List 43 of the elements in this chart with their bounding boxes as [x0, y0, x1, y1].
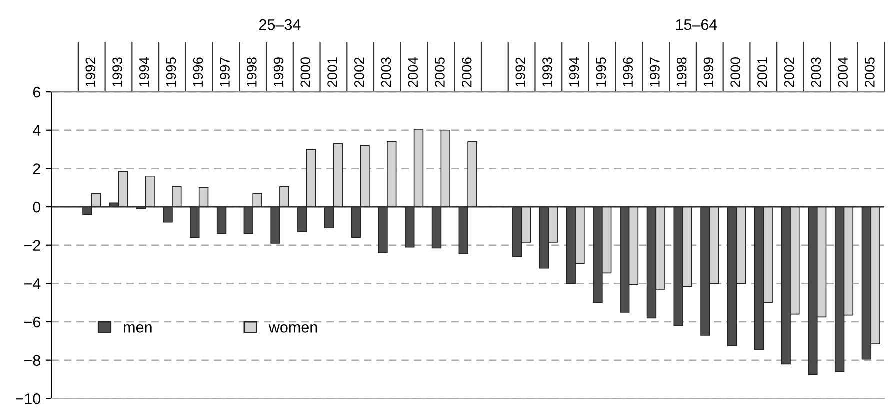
x-tick-label: 1999: [704, 58, 714, 87]
x-tick-label: 1993: [542, 58, 552, 87]
y-tick-label: 2: [33, 164, 40, 174]
y-tick-label: 6: [33, 86, 40, 98]
x-tick-label: 2003: [381, 58, 392, 88]
x-tick-label: 2002: [784, 58, 794, 88]
x-tick-label: 2004: [408, 57, 418, 88]
x-tick-label: 2001: [758, 58, 768, 88]
legend-label: men: [124, 324, 152, 333]
y-tick-label: −4: [24, 278, 41, 290]
x-tick-label: 1997: [650, 58, 660, 87]
x-tick-label: 1996: [193, 58, 204, 87]
y-tick-label: −8: [24, 355, 40, 366]
x-tick-label: 1995: [596, 58, 606, 87]
x-tick-label: 1994: [569, 57, 580, 87]
y-tick-label: 0: [33, 202, 41, 213]
text: 15–64: [676, 19, 718, 30]
x-tick-label: 2001: [328, 58, 338, 88]
x-tick-label: 1996: [623, 58, 634, 87]
text: 25–34: [259, 19, 301, 30]
x-tick-label: 2003: [811, 58, 822, 88]
x-tick-label: 1998: [676, 58, 687, 87]
x-tick-label: 2000: [300, 58, 311, 88]
y-tick-label: 4: [33, 125, 41, 136]
x-tick-label: 2004: [838, 57, 848, 88]
bar: [216, 206, 227, 234]
x-tick-label: 1999: [274, 58, 284, 87]
y-tick-label: −2: [24, 240, 40, 251]
x-tick-label: 1993: [112, 58, 122, 87]
x-tick-label: 2002: [354, 58, 364, 88]
x-tick-label: 1992: [516, 58, 526, 87]
x-tick-label: 2006: [462, 58, 472, 88]
x-tick-label: 1998: [246, 58, 257, 87]
x-tick-label: 2000: [730, 58, 740, 88]
x-tick-label: 1997: [220, 58, 230, 87]
legend-label: women: [268, 324, 318, 333]
x-tick-label: 2005: [435, 58, 445, 88]
y-tick-label: −10: [16, 394, 41, 404]
x-tick-label: 1992: [86, 58, 96, 87]
x-tick-label: 2005: [865, 58, 875, 88]
x-tick-label: 1995: [166, 58, 176, 87]
x-tick-label: 1994: [140, 57, 150, 87]
y-tick-label: −6: [24, 316, 40, 328]
